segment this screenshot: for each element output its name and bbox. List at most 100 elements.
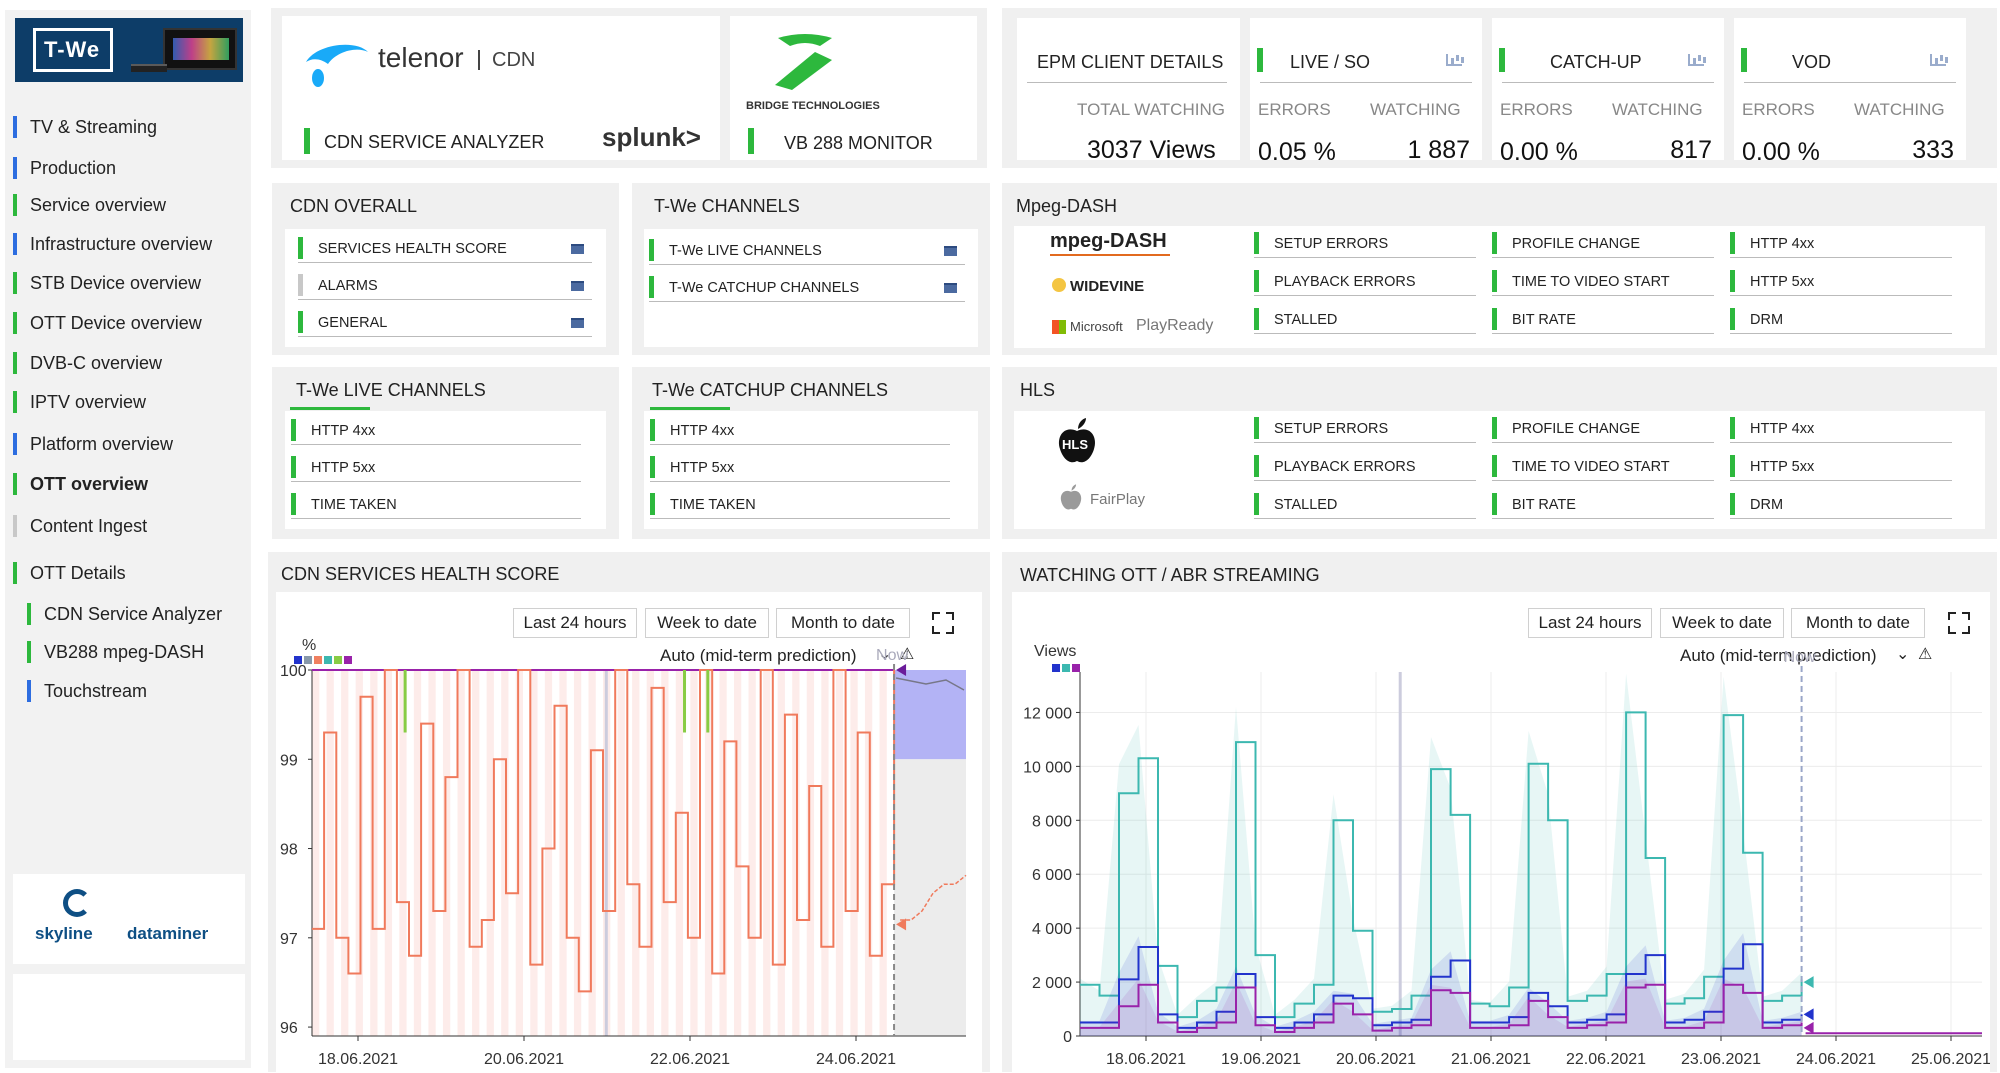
teal-series[interactable] xyxy=(1080,711,1803,1019)
link-playback-errors[interactable]: PLAYBACK ERRORS xyxy=(1254,266,1476,296)
nav-color-bar xyxy=(13,116,17,138)
table-icon[interactable] xyxy=(944,246,957,256)
link-http-4xx[interactable]: HTTP 4xx xyxy=(291,415,581,445)
last-24-hours-button[interactable]: Last 24 hours xyxy=(513,608,637,638)
link-t-we-live-channels[interactable]: T-We LIVE CHANNELS xyxy=(649,235,965,265)
sidebar-item-stb-device-overview[interactable]: STB Device overview xyxy=(13,270,201,296)
tab-underline xyxy=(650,407,730,410)
link-alarms[interactable]: ALARMS xyxy=(298,270,592,300)
sidebar-item-label: OTT Details xyxy=(30,562,126,583)
sidebar-item-content-ingest[interactable]: Content Ingest xyxy=(13,513,147,539)
telenor-brand: telenor xyxy=(378,42,464,73)
link-label: HTTP 5xx xyxy=(670,460,735,476)
link-general[interactable]: GENERAL xyxy=(298,307,592,337)
week-to-date-button[interactable]: Week to date xyxy=(645,608,769,638)
epm-group-vod[interactable]: VOD ERRORS WATCHING 0.00 % 333 xyxy=(1734,18,1966,166)
fairplay-label: FairPlay xyxy=(1090,491,1146,508)
cdn-service-analyzer-card[interactable]: telenor CDN CDN SERVICE ANALYZER splunk> xyxy=(282,16,720,160)
legend-swatch xyxy=(324,656,332,664)
epm-group-live-so[interactable]: LIVE / SO ERRORS WATCHING 0.05 % 1 887 xyxy=(1250,18,1482,166)
vb288-monitor-card[interactable]: BRIDGE TECHNOLOGIES VB 288 MONITOR xyxy=(730,16,977,160)
fullscreen-icon[interactable] xyxy=(1948,612,1970,634)
month-to-date-button[interactable]: Month to date xyxy=(776,608,910,638)
twe-logo[interactable]: T-We xyxy=(15,18,243,82)
chart-icon[interactable] xyxy=(1446,54,1462,66)
x-tick-label: 19.06.2021 xyxy=(1221,1051,1301,1068)
purple-series[interactable] xyxy=(1080,983,1803,1033)
link-time-to-video-start[interactable]: TIME TO VIDEO START xyxy=(1492,451,1714,481)
fullscreen-icon[interactable] xyxy=(932,612,954,634)
prediction-mode-select[interactable]: Auto (mid-term prediction) xyxy=(1680,646,1877,665)
warning-icon[interactable]: ⚠ xyxy=(1918,646,1933,663)
month-to-date-button[interactable]: Month to date xyxy=(1791,608,1925,638)
status-bar xyxy=(291,456,296,478)
health-score-chart-card: Last 24 hours Week to date Month to date… xyxy=(276,592,982,1072)
health-score-series[interactable] xyxy=(312,669,896,993)
link-t-we-catchup-channels[interactable]: T-We CATCHUP CHANNELS xyxy=(649,272,965,302)
sidebar-item-vb288-mpeg-dash[interactable]: VB288 mpeg-DASH xyxy=(27,639,204,665)
sidebar-item-ott-details[interactable]: OTT Details xyxy=(13,560,126,586)
link-stalled[interactable]: STALLED xyxy=(1254,489,1476,519)
link-drm[interactable]: DRM xyxy=(1730,489,1952,519)
week-to-date-button[interactable]: Week to date xyxy=(1660,608,1784,638)
now-label: Now xyxy=(876,647,908,664)
link-profile-change[interactable]: PROFILE CHANGE xyxy=(1492,413,1714,443)
sidebar-item-cdn-service-analyzer[interactable]: CDN Service Analyzer xyxy=(27,601,222,627)
sidebar-item-service-overview[interactable]: Service overview xyxy=(13,192,166,218)
sidebar-item-iptv-overview[interactable]: IPTV overview xyxy=(13,389,146,415)
chevron-down-icon[interactable]: ⌄ xyxy=(1896,646,1910,663)
link-http-5xx[interactable]: HTTP 5xx xyxy=(650,452,950,482)
nav-color-bar xyxy=(27,680,31,702)
health-score-chart[interactable]: 100 99 98 97 96% Now 18.06.2021 20.06.2021 22.06… xyxy=(276,632,982,1072)
chart-icon[interactable] xyxy=(1688,54,1704,66)
link-http-4xx[interactable]: HTTP 4xx xyxy=(650,415,950,445)
link-profile-change[interactable]: PROFILE CHANGE xyxy=(1492,228,1714,258)
epm-group-title: VOD xyxy=(1792,52,1832,72)
sidebar-item-production[interactable]: Production xyxy=(13,155,116,181)
link-http-5xx[interactable]: HTTP 5xx xyxy=(1730,266,1952,296)
link-bit-rate[interactable]: BIT RATE xyxy=(1492,489,1714,519)
link-drm[interactable]: DRM xyxy=(1730,304,1952,334)
link-label: PROFILE CHANGE xyxy=(1512,236,1641,252)
table-icon[interactable] xyxy=(571,244,584,254)
link-http-5xx[interactable]: HTTP 5xx xyxy=(1730,451,1952,481)
link-playback-errors[interactable]: PLAYBACK ERRORS xyxy=(1254,451,1476,481)
link-setup-errors[interactable]: SETUP ERRORS xyxy=(1254,228,1476,258)
epm-group-catch-up[interactable]: CATCH-UP ERRORS WATCHING 0.00 % 817 xyxy=(1492,18,1724,166)
link-http-4xx[interactable]: HTTP 4xx xyxy=(1730,413,1952,443)
epm-client-details-card[interactable]: EPM CLIENT DETAILS TOTAL WATCHING 3037 V… xyxy=(1017,18,1240,164)
link-stalled[interactable]: STALLED xyxy=(1254,304,1476,334)
link-services-health-score[interactable]: SERVICES HEALTH SCORE xyxy=(298,233,592,263)
link-http-5xx[interactable]: HTTP 5xx xyxy=(291,452,581,482)
last-24-hours-button[interactable]: Last 24 hours xyxy=(1528,608,1652,638)
warning-icon[interactable]: ⚠ xyxy=(900,646,915,663)
link-bit-rate[interactable]: BIT RATE xyxy=(1492,304,1714,334)
sidebar-item-dvb-c-overview[interactable]: DVB-C overview xyxy=(13,350,162,376)
link-time-taken[interactable]: TIME TAKEN xyxy=(650,489,950,519)
table-icon[interactable] xyxy=(571,318,584,328)
sidebar-item-ott-device-overview[interactable]: OTT Device overview xyxy=(13,310,202,336)
table-icon[interactable] xyxy=(571,281,584,291)
sidebar-item-tv-streaming[interactable]: TV & Streaming xyxy=(13,114,157,140)
chevron-down-icon[interactable]: ⌄ xyxy=(878,646,892,663)
sidebar-item-platform-overview[interactable]: Platform overview xyxy=(13,431,173,457)
prediction-mode-select[interactable]: Auto (mid-term prediction) xyxy=(660,646,857,665)
link-setup-errors[interactable]: SETUP ERRORS xyxy=(1254,413,1476,443)
table-icon[interactable] xyxy=(944,283,957,293)
sidebar-item-touchstream[interactable]: Touchstream xyxy=(27,678,147,704)
background-band xyxy=(733,670,742,1036)
status-bar xyxy=(1730,455,1735,477)
chart-icon[interactable] xyxy=(1930,54,1946,66)
link-label: BIT RATE xyxy=(1512,497,1576,513)
tab-underline xyxy=(290,407,370,410)
link-time-to-video-start[interactable]: TIME TO VIDEO START xyxy=(1492,266,1714,296)
background-band xyxy=(341,670,349,1036)
sidebar-item-infrastructure-overview[interactable]: Infrastructure overview xyxy=(13,231,212,257)
link-http-4xx[interactable]: HTTP 4xx xyxy=(1730,228,1952,258)
status-bar xyxy=(1492,417,1497,439)
link-time-taken[interactable]: TIME TAKEN xyxy=(291,489,581,519)
cdn-overall-list: SERVICES HEALTH SCORE ALARMS GENERAL xyxy=(285,229,606,347)
watching-ott-chart[interactable]: 18.06.2021 19.06.2021 20.06.2021 21.06.2021… xyxy=(1012,632,1990,1072)
sidebar: T-We TV & Streaming Production Service ove… xyxy=(5,10,251,1068)
sidebar-item-ott-overview[interactable]: OTT overview xyxy=(13,471,148,497)
